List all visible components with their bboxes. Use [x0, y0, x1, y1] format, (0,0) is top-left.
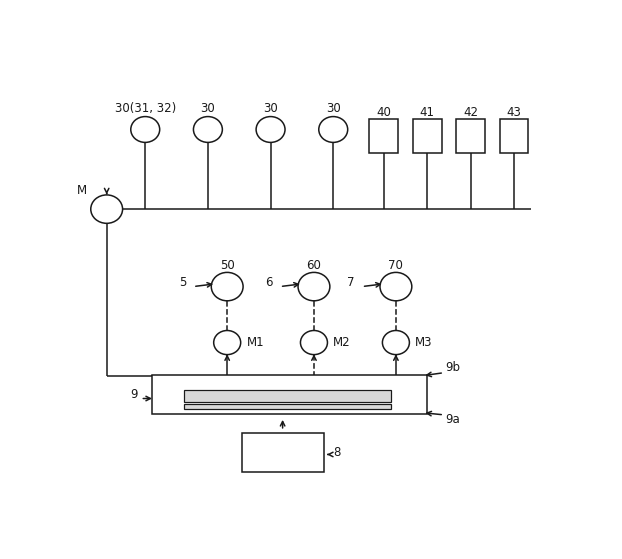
- Text: 9a: 9a: [445, 413, 460, 425]
- Circle shape: [300, 330, 327, 354]
- Circle shape: [91, 195, 123, 224]
- Circle shape: [256, 117, 285, 143]
- Bar: [413, 119, 442, 153]
- Text: M3: M3: [415, 336, 433, 349]
- Text: 8: 8: [333, 446, 341, 459]
- Bar: [369, 119, 398, 153]
- Text: 30: 30: [200, 102, 215, 115]
- Bar: [184, 390, 391, 402]
- Text: 70: 70: [389, 259, 403, 272]
- Text: M1: M1: [246, 336, 264, 349]
- Bar: [456, 119, 485, 153]
- Bar: [499, 119, 529, 153]
- Circle shape: [380, 272, 412, 301]
- Text: 30: 30: [326, 102, 341, 115]
- Text: 30: 30: [263, 102, 278, 115]
- Circle shape: [211, 272, 243, 301]
- Text: 7: 7: [347, 276, 355, 289]
- Bar: [152, 375, 427, 414]
- Text: 50: 50: [220, 259, 234, 272]
- Circle shape: [383, 330, 409, 354]
- Text: 9b: 9b: [445, 361, 460, 374]
- Bar: [241, 433, 323, 472]
- Circle shape: [214, 330, 241, 354]
- Text: 42: 42: [463, 106, 478, 119]
- Text: 6: 6: [266, 276, 273, 289]
- Circle shape: [131, 117, 160, 143]
- Text: 30(31, 32): 30(31, 32): [114, 102, 176, 115]
- Text: 41: 41: [420, 106, 435, 119]
- Circle shape: [319, 117, 348, 143]
- Text: 60: 60: [307, 259, 322, 272]
- Text: 40: 40: [376, 106, 391, 119]
- Text: 5: 5: [179, 276, 186, 289]
- Circle shape: [298, 272, 330, 301]
- Text: 9: 9: [131, 388, 138, 401]
- Bar: [184, 404, 391, 409]
- Text: 43: 43: [506, 106, 521, 119]
- Text: M: M: [77, 184, 87, 197]
- Circle shape: [193, 117, 223, 143]
- Text: M2: M2: [333, 336, 351, 349]
